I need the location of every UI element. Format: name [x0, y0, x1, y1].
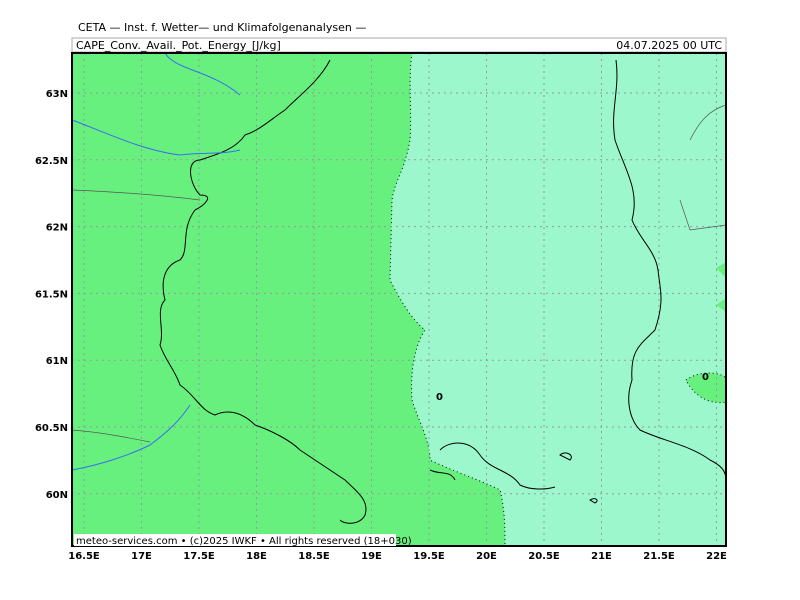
x-tick-label: 16.5E [68, 551, 100, 562]
x-tick-label: 20.5E [528, 551, 560, 562]
footer: meteo-services.com • (c)2025 IWKF • All … [76, 536, 412, 547]
boundary [71, 104, 727, 443]
contour-label: 0 [436, 392, 443, 403]
subtitle: CAPE_Conv._Avail._Pot._Energy_[J/kg] [76, 39, 281, 52]
ticks: 16.5E 17E 17.5E 18E 18.5E 19E 19.5E 20E 20.5E 21E… [35, 89, 727, 562]
y-tick-label: 62N [46, 223, 68, 234]
dark-patch [716, 262, 726, 312]
x-tick-label: 19.5E [413, 551, 445, 562]
y-tick-label: 61N [46, 356, 68, 367]
x-tick-label: 19E [361, 551, 382, 562]
x-tick-label: 20E [476, 551, 497, 562]
title: CETA — Inst. f. Wetter— und Klimafolgena… [78, 21, 366, 34]
x-tick-label: 17.5E [183, 551, 215, 562]
river [71, 52, 241, 471]
date: 04.07.2025 00 UTC [616, 39, 722, 52]
y-tick-label: 60N [46, 490, 68, 501]
x-tick-label: 21.5E [643, 551, 675, 562]
y-tick-label: 61.5N [35, 289, 68, 300]
y-tick-label: 63N [46, 89, 68, 100]
x-tick-label: 21E [591, 551, 612, 562]
y-tick-label: 62.5N [35, 156, 68, 167]
x-tick-label: 18.5E [298, 551, 330, 562]
map-frame [71, 52, 727, 547]
x-tick-label: 22E [706, 551, 727, 562]
x-tick-label: 17E [131, 551, 152, 562]
map-area [71, 52, 727, 547]
coastline [159, 59, 367, 524]
y-tick-label: 60.5N [35, 423, 68, 434]
footer-bg [74, 534, 396, 546]
dark-field [71, 52, 506, 547]
grid [72, 53, 726, 546]
x-tick-label: 18E [246, 551, 267, 562]
coastline [429, 442, 598, 504]
coastline [613, 59, 727, 481]
contour-label: 0 [702, 372, 709, 383]
